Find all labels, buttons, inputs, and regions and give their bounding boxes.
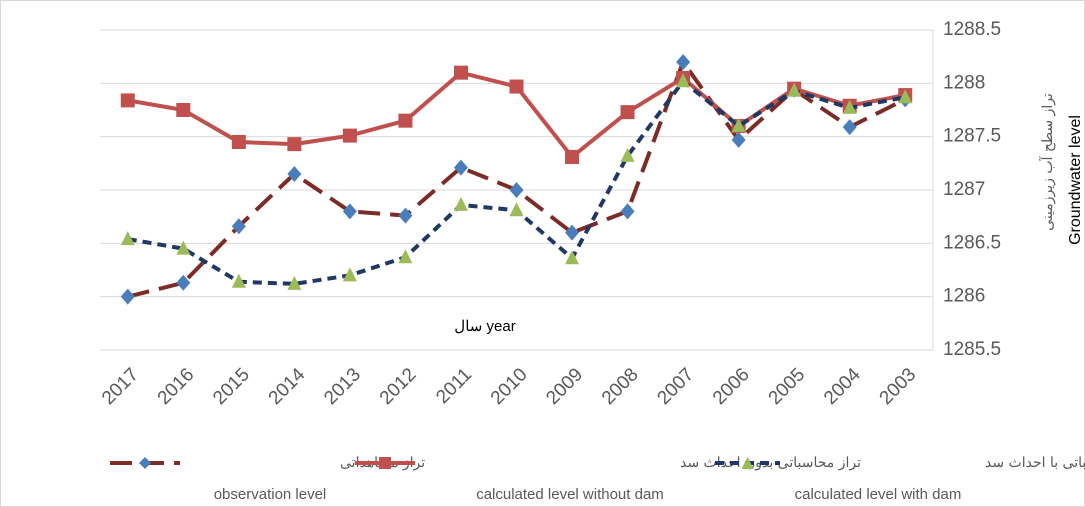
marker — [453, 196, 468, 211]
marker — [842, 119, 857, 136]
x-axis-label: سال year — [454, 318, 515, 335]
marker — [842, 99, 857, 114]
marker — [787, 82, 802, 97]
y-tick-label: 1286 — [943, 286, 985, 307]
y-axis-label: Groundwater level — [1067, 115, 1084, 245]
marker — [398, 249, 413, 264]
marker — [620, 203, 635, 220]
marker — [731, 131, 746, 148]
legend-marker — [379, 457, 391, 469]
marker — [453, 159, 468, 176]
y-axis-label-fa: تراز سطح آب زیرزمینی — [1038, 93, 1056, 231]
legend-label-en: calculated level with dam — [795, 486, 962, 503]
marker — [120, 288, 135, 305]
legend-marker — [741, 457, 754, 469]
marker — [509, 202, 524, 217]
marker — [731, 118, 746, 132]
marker — [565, 250, 580, 265]
marker — [231, 135, 246, 149]
y-tick-label: 1286.5 — [943, 232, 1001, 253]
marker — [176, 274, 191, 291]
marker — [231, 218, 246, 235]
marker — [176, 240, 191, 255]
marker — [453, 65, 468, 80]
y-tick-label: 1288.5 — [943, 19, 1001, 40]
y-tick-label: 1288 — [943, 72, 985, 93]
marker — [398, 207, 413, 224]
y-tick-label: 1287 — [943, 179, 985, 200]
y-tick-label: 1287.5 — [943, 126, 1001, 147]
legend-label-en: calculated level without dam — [476, 486, 664, 503]
marker — [120, 93, 135, 108]
marker — [676, 54, 691, 70]
marker — [176, 103, 191, 117]
marker — [676, 73, 691, 88]
legend-marker — [139, 457, 151, 469]
legend-label: تراز محاسباتی با احداث سد — [985, 455, 1085, 471]
legend-label: تراز محاسباتی بدون احداث سد — [680, 455, 861, 471]
marker — [287, 166, 302, 182]
marker — [509, 79, 524, 94]
marker — [287, 275, 302, 290]
legend-label-en: observation level — [214, 486, 327, 503]
marker — [509, 182, 524, 198]
marker — [620, 147, 635, 162]
marker — [120, 231, 135, 246]
marker — [898, 89, 913, 104]
marker — [398, 113, 413, 128]
marker — [565, 149, 580, 164]
marker — [620, 105, 635, 120]
marker — [342, 203, 357, 220]
y-tick-label: 1285.5 — [943, 339, 1001, 360]
marker — [231, 273, 246, 288]
marker — [565, 224, 580, 241]
marker — [342, 128, 357, 143]
marker — [287, 137, 302, 152]
marker — [342, 267, 357, 282]
